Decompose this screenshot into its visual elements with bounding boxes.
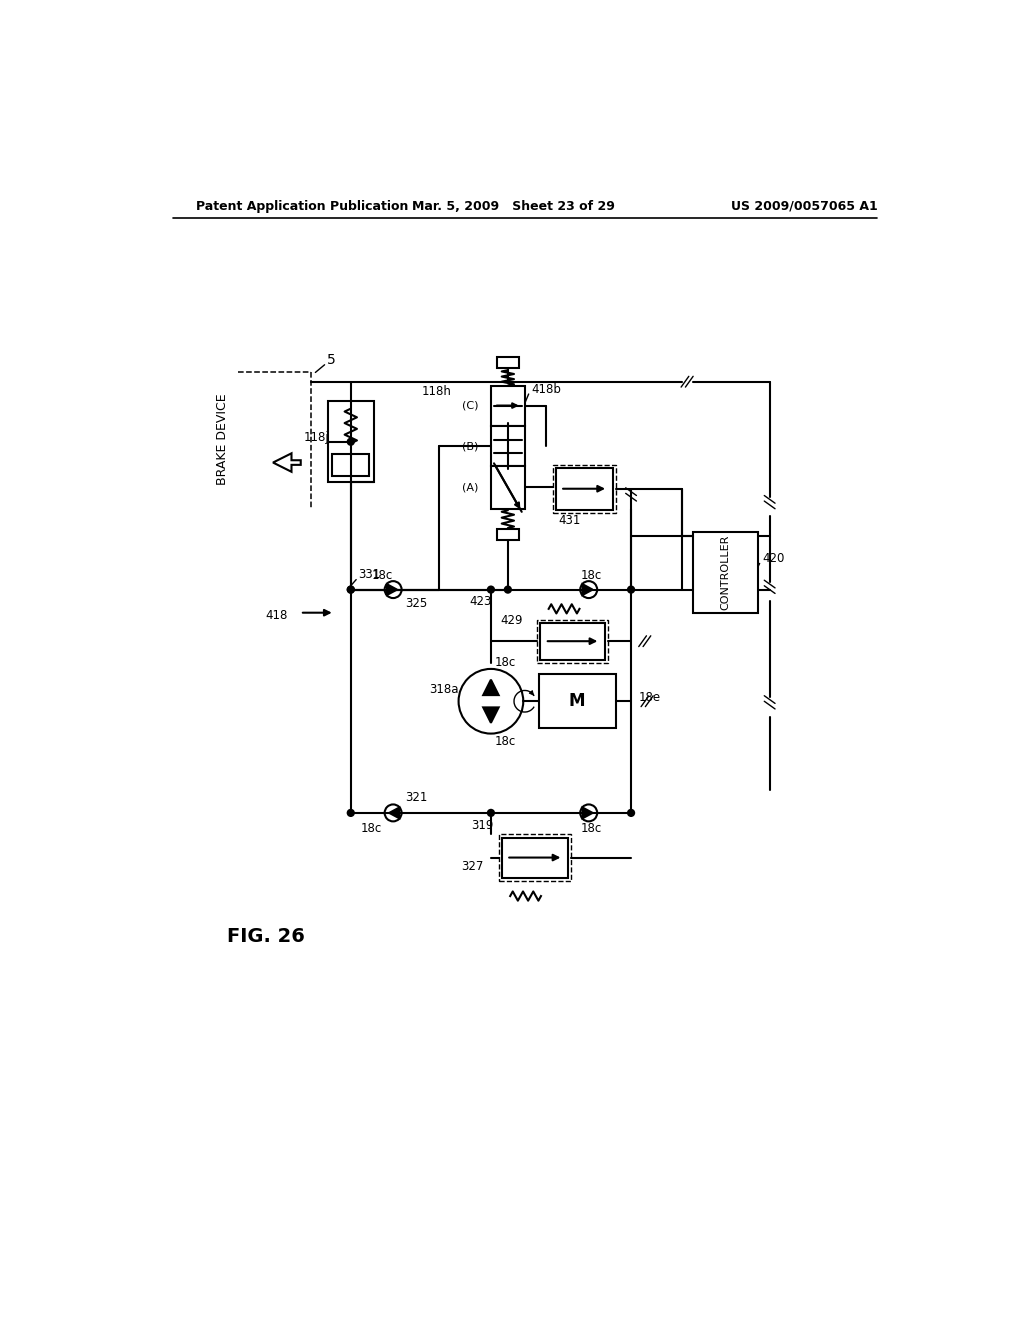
Circle shape bbox=[581, 804, 597, 821]
Bar bbox=[497, 529, 518, 540]
Text: (C): (C) bbox=[462, 400, 478, 411]
Circle shape bbox=[505, 586, 511, 593]
Circle shape bbox=[348, 810, 354, 816]
Text: 5: 5 bbox=[327, 354, 336, 367]
Bar bbox=[497, 358, 518, 368]
Text: Mar. 5, 2009   Sheet 23 of 29: Mar. 5, 2009 Sheet 23 of 29 bbox=[412, 199, 614, 213]
Bar bbox=[490, 426, 525, 466]
Text: 18c: 18c bbox=[372, 569, 393, 582]
Bar bbox=[553, 465, 615, 512]
Text: 423: 423 bbox=[469, 594, 492, 607]
Text: 325: 325 bbox=[406, 597, 428, 610]
Text: US 2009/0057065 A1: US 2009/0057065 A1 bbox=[731, 199, 878, 213]
Bar bbox=[490, 385, 525, 426]
Bar bbox=[692, 532, 758, 612]
Bar bbox=[333, 454, 370, 475]
Bar bbox=[499, 834, 571, 880]
Circle shape bbox=[348, 586, 354, 593]
Text: 331: 331 bbox=[358, 568, 381, 581]
Text: 18e: 18e bbox=[639, 690, 660, 704]
Polygon shape bbox=[583, 808, 593, 818]
Text: CONTROLLER: CONTROLLER bbox=[720, 535, 730, 610]
Text: (B): (B) bbox=[462, 441, 478, 451]
Text: 18c: 18c bbox=[495, 656, 516, 669]
Polygon shape bbox=[583, 585, 593, 595]
Bar bbox=[328, 401, 374, 482]
Text: (A): (A) bbox=[462, 482, 478, 492]
Text: 418: 418 bbox=[265, 609, 288, 622]
Bar bbox=[541, 623, 605, 660]
Polygon shape bbox=[389, 808, 399, 818]
Circle shape bbox=[628, 810, 634, 816]
Circle shape bbox=[385, 804, 401, 821]
Circle shape bbox=[348, 586, 354, 593]
Text: 118h: 118h bbox=[422, 385, 452, 399]
Polygon shape bbox=[387, 585, 397, 595]
Text: 318a: 318a bbox=[429, 684, 459, 696]
Text: 18c: 18c bbox=[360, 822, 382, 834]
Circle shape bbox=[487, 810, 494, 816]
Bar bbox=[539, 675, 615, 729]
Circle shape bbox=[628, 586, 634, 593]
Text: 321: 321 bbox=[406, 791, 428, 804]
Bar bbox=[556, 467, 612, 510]
Polygon shape bbox=[483, 680, 499, 696]
Polygon shape bbox=[273, 453, 301, 471]
Circle shape bbox=[581, 581, 597, 598]
Text: 319: 319 bbox=[472, 820, 494, 833]
Text: M: M bbox=[569, 692, 586, 710]
Circle shape bbox=[348, 438, 354, 445]
Text: 418b: 418b bbox=[531, 383, 561, 396]
Text: 420: 420 bbox=[762, 552, 784, 565]
Bar bbox=[538, 620, 608, 663]
Polygon shape bbox=[483, 708, 499, 723]
Circle shape bbox=[385, 581, 401, 598]
Text: Patent Application Publication: Patent Application Publication bbox=[196, 199, 409, 213]
Text: 431: 431 bbox=[558, 513, 581, 527]
Text: 18c: 18c bbox=[581, 822, 602, 834]
Bar bbox=[490, 466, 525, 508]
Text: 18c: 18c bbox=[581, 569, 602, 582]
Text: 429: 429 bbox=[500, 614, 522, 627]
Text: FIG. 26: FIG. 26 bbox=[226, 927, 305, 945]
Text: 327: 327 bbox=[462, 861, 484, 874]
Text: 118j: 118j bbox=[304, 430, 330, 444]
Circle shape bbox=[487, 586, 494, 593]
Circle shape bbox=[459, 669, 523, 734]
Bar bbox=[502, 838, 568, 878]
Text: 18c: 18c bbox=[495, 735, 516, 748]
Text: BRAKE DEVICE: BRAKE DEVICE bbox=[216, 393, 229, 486]
